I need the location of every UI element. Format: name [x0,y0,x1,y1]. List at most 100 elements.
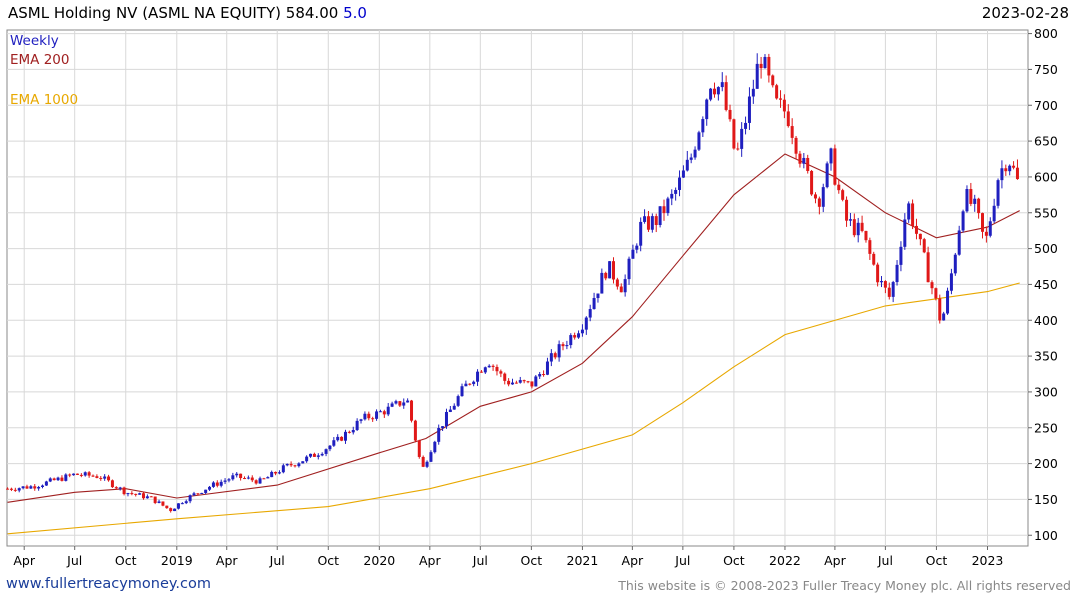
candle-body [99,477,103,479]
candle-body [755,63,759,89]
candle-body [336,436,340,441]
candle-body [72,473,76,476]
candle-body [802,157,806,164]
candle-body [883,281,887,288]
candle-body [491,365,495,367]
candle-body [767,56,771,76]
candle-body [848,219,852,221]
candle-body [596,293,600,299]
candle-body [604,272,608,279]
candle-body [231,475,235,480]
legend-weekly: Weekly [10,33,59,49]
candle-body [685,159,689,171]
candle-body [394,401,398,404]
grid-lines [7,30,1028,546]
candle-body [1004,168,1008,172]
candle-body [980,213,984,232]
x-tick-label: Apr [13,553,35,568]
candle-body [145,496,149,499]
candle-body [169,508,173,512]
candle-body [736,148,740,150]
ema-200-series [7,153,1020,503]
candle-body [860,222,864,231]
candle-body [934,288,938,299]
candle-body [728,109,732,120]
candle-body [258,478,262,484]
candle-body [988,221,992,236]
candle-body [650,216,654,230]
candle-body [184,501,188,504]
candle-body [68,474,72,476]
candle-body [639,221,643,246]
candle-body [518,380,522,383]
candle-body [798,153,802,164]
x-tick-label: Apr [622,553,644,568]
candle-body [293,465,297,467]
candle-body [553,353,557,358]
x-tick-label: Jul [66,553,82,568]
candle-body [946,290,950,314]
candle-body [305,456,309,462]
candle-body [600,272,604,294]
candle-body [472,381,476,385]
candle-body [444,411,448,427]
candle-body [918,233,922,240]
candle-body [499,371,503,374]
candle-body [192,493,196,496]
candle-body [534,376,538,387]
footer-copyright: This website is © 2008-2023 Fuller Treac… [618,578,1071,593]
x-tick-label: Apr [216,553,238,568]
ema-1000-series [7,282,1020,535]
candle-body [262,478,266,480]
x-tick-label: Oct [926,553,948,568]
candle-body [37,487,41,489]
candle-body [561,344,565,347]
x-tick-label: 2019 [161,553,193,568]
y-tick-label: 500 [1034,241,1058,256]
candle-body [316,455,320,457]
candle-body [421,456,425,467]
candle-body [899,246,903,265]
candle-body [957,230,961,255]
candle-body [343,431,347,441]
ema-200-line [7,153,1020,503]
candle-body [977,198,981,214]
legend-ema-200: EMA 200 [10,52,69,68]
candle-body [740,128,744,149]
x-tick-label: Apr [824,553,846,568]
candle-body [254,480,258,484]
x-tick-label: Oct [723,553,745,568]
candle-body [328,445,332,450]
x-tick-label: Jul [269,553,285,568]
candle-body [95,476,99,478]
candle-body [347,431,351,433]
candle-body [942,313,946,321]
y-tick-label: 700 [1034,98,1058,113]
candle-body [142,493,146,499]
candle-body [549,353,553,362]
candle-body [410,400,414,421]
candle-body [402,402,406,406]
candle-body [654,216,658,225]
candle-body [378,411,382,413]
price-change: 5.0 [343,4,367,22]
candle-body [631,249,635,259]
candle-body [569,335,573,346]
candle-body [693,149,697,158]
candle-body [41,485,45,488]
candle-body [277,472,281,474]
candle-body [227,479,231,481]
legend-ema-1000: EMA 1000 [10,92,78,108]
chart-title: ASML Holding NV (ASML NA EQUITY) 584.00 … [8,4,367,22]
candle-body [790,126,794,138]
candle-body [697,132,701,150]
candle-body [891,282,895,297]
candle-body [678,177,682,190]
candle-body [922,239,926,253]
candle-body [6,488,10,490]
candle-body [763,56,767,69]
footer-website-link[interactable]: www.fullertreacymoney.com [6,576,211,592]
candle-body [511,382,515,385]
y-axis: 100 150 200 250 300 350 400 450 500 550 600 650 700 7… [1028,26,1058,543]
candle-body [417,440,421,457]
